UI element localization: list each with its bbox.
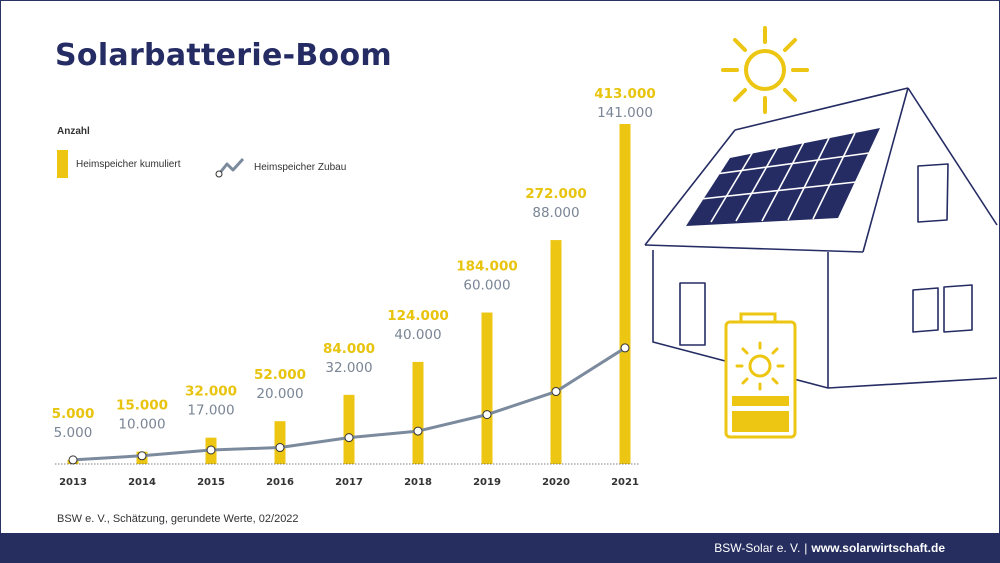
cumulative-label-2019: 184.000 (456, 259, 518, 275)
cumulative-label-2016: 52.000 (254, 367, 306, 383)
bar-2020 (550, 240, 562, 464)
legend-bar-swatch (57, 150, 68, 178)
legend-line-swatch (215, 157, 245, 178)
footer-text: BSW-Solar e. V. | www.solarwirtschaft.de (714, 541, 945, 555)
line-layer (68, 343, 630, 465)
cumulative-label-2017: 84.000 (323, 341, 375, 357)
addition-label-2020: 88.000 (532, 205, 579, 221)
bar-2016 (274, 421, 286, 464)
legend-item-bars: Heimspeicher kumuliert (57, 150, 180, 178)
zubau-point-2021 (620, 343, 630, 353)
sun-icon (721, 26, 809, 114)
zubau-point-2013 (68, 455, 78, 465)
x-tick-2017: 2017 (335, 477, 363, 488)
bar-2017 (343, 394, 355, 464)
addition-label-2015: 17.000 (187, 403, 234, 419)
source-note: BSW e. V., Schätzung, gerundete Werte, 0… (57, 513, 299, 525)
cumulative-label-2018: 124.000 (387, 308, 449, 324)
footer-bar: BSW-Solar e. V. | www.solarwirtschaft.de (0, 533, 1000, 563)
x-tick-2019: 2019 (473, 477, 501, 488)
legend-line-label: Heimspeicher Zubau (254, 161, 347, 173)
addition-label-2017: 32.000 (325, 360, 372, 376)
footer-url[interactable]: www.solarwirtschaft.de (811, 541, 945, 555)
addition-label-2016: 20.000 (256, 386, 303, 402)
x-tick-2020: 2020 (542, 477, 570, 488)
zubau-point-2017 (344, 433, 354, 443)
y-axis-unit-label: Anzahl (57, 126, 90, 137)
x-tick-2014: 2014 (128, 477, 156, 488)
addition-label-2013: 5.000 (54, 425, 93, 441)
zubau-point-2014 (137, 451, 147, 461)
footer-separator: | (804, 541, 808, 555)
cumulative-label-2015: 32.000 (185, 384, 237, 400)
cumulative-label-2020: 272.000 (525, 186, 587, 202)
cumulative-label-2014: 15.000 (116, 398, 168, 414)
zubau-point-2015 (206, 445, 216, 455)
addition-label-2018: 40.000 (394, 327, 441, 343)
x-tick-2021: 2021 (611, 477, 639, 488)
cumulative-label-2021: 413.000 (594, 86, 656, 102)
addition-label-2014: 10.000 (118, 417, 165, 433)
chart-title: Solarbatterie-Boom (55, 38, 392, 73)
bar-2018 (412, 361, 424, 464)
bar-2019 (481, 312, 493, 464)
zubau-point-2019 (482, 410, 492, 420)
zubau-point-2018 (413, 426, 423, 436)
labels-layer: 5.000 5.000 15.000 10.000 32.000 17.000 52.000… (52, 86, 656, 441)
battery-icon (724, 312, 797, 439)
footer-org: BSW-Solar e. V. (714, 541, 801, 555)
house-icon (644, 87, 998, 389)
addition-label-2019: 60.000 (463, 278, 510, 294)
zubau-point-2020 (551, 387, 561, 397)
zubau-point-2016 (275, 443, 285, 453)
bar-2021 (619, 124, 631, 464)
x-tick-2015: 2015 (197, 477, 225, 488)
x-tick-2016: 2016 (266, 477, 294, 488)
legend-item-line: Heimspeicher Zubau (215, 156, 346, 178)
addition-label-2021: 141.000 (597, 105, 653, 121)
cumulative-label-2013: 5.000 (52, 406, 95, 422)
x-tick-2013: 2013 (59, 477, 87, 488)
x-tick-2018: 2018 (404, 477, 432, 488)
ticks-layer: 2013 2014 2015 2016 2017 2018 2019 2020 2021 (59, 477, 639, 488)
solar-panel-icon (686, 128, 880, 226)
legend-bar-label: Heimspeicher kumuliert (76, 158, 181, 170)
